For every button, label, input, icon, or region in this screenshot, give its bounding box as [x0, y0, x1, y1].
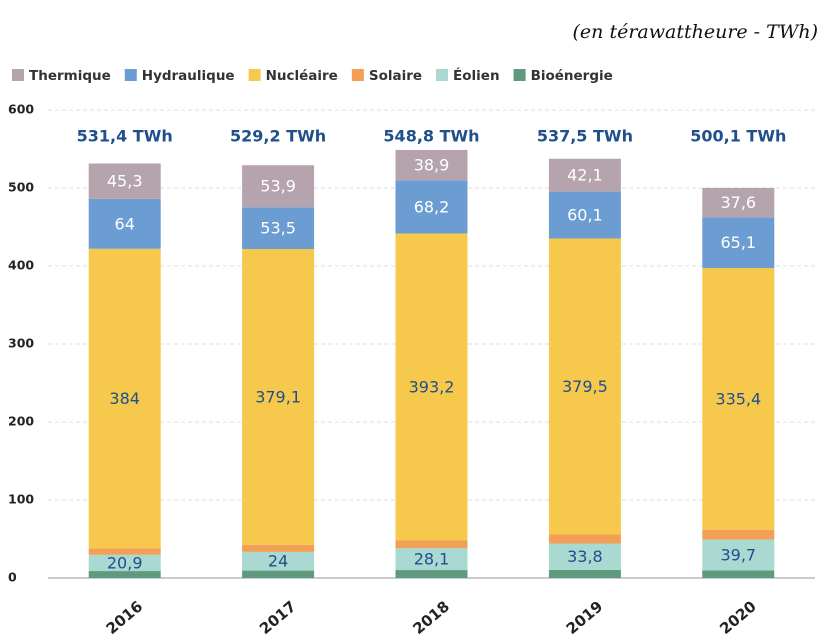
- legend-label: Solaire: [369, 68, 422, 84]
- data-label: 37,6: [720, 193, 756, 212]
- bar-segment: [702, 570, 775, 578]
- legend-swatch: [248, 69, 261, 81]
- x-tick-label: 2016: [103, 597, 147, 638]
- bar-segment: [242, 248, 315, 545]
- bar-segment: [88, 198, 161, 249]
- data-label: 384: [109, 389, 140, 408]
- data-label: 53,9: [260, 177, 296, 196]
- total-label: 500,1 TWh: [690, 127, 786, 146]
- data-label: 64: [115, 214, 135, 233]
- data-label: 45,3: [107, 172, 143, 191]
- bar-segment: [242, 207, 315, 249]
- y-tick-label: 300: [8, 336, 34, 351]
- y-tick-label: 600: [8, 102, 34, 117]
- total-label: 548,8 TWh: [383, 127, 479, 146]
- data-label: 24: [268, 552, 288, 571]
- total-label: 531,4 TWh: [77, 127, 173, 146]
- data-label: 379,5: [562, 377, 608, 396]
- bar-segment: [395, 540, 468, 549]
- chart-subtitle: (en térawattheure - TWh): [573, 21, 818, 43]
- data-label: 60,1: [567, 206, 603, 225]
- legend-label: Thermique: [29, 68, 111, 84]
- bar-segment: [548, 534, 621, 544]
- legend-swatch: [436, 69, 449, 81]
- bar-segment: [242, 544, 315, 552]
- data-label: 393,2: [409, 377, 455, 396]
- legend-swatch: [351, 69, 364, 81]
- data-label: 38,9: [414, 156, 450, 175]
- bar-segment: [395, 149, 468, 181]
- legend-label: Nucléaire: [266, 68, 338, 84]
- bar-segment: [702, 268, 775, 530]
- y-tick-label: 400: [8, 258, 34, 273]
- data-label: 20,9: [107, 553, 143, 572]
- data-label: 28,1: [414, 550, 450, 569]
- bar-segment: [88, 163, 161, 199]
- legend-label: Hydraulique: [142, 68, 235, 84]
- bar-segment: [242, 570, 315, 578]
- x-tick-label: 2018: [409, 597, 453, 638]
- legend-swatch: [124, 69, 137, 81]
- bar-segment: [702, 217, 775, 269]
- data-label: 39,7: [720, 545, 756, 564]
- bar-segment: [395, 548, 468, 571]
- bar-segment: [395, 180, 468, 234]
- bar-segment: [88, 554, 161, 572]
- data-label: 68,2: [414, 197, 450, 216]
- data-label: 335,4: [715, 389, 761, 408]
- bar-segment: [548, 191, 621, 239]
- bar-segment: [88, 548, 161, 555]
- y-tick-label: 100: [8, 492, 34, 507]
- bar-segment: [242, 165, 315, 208]
- bar-segment: [88, 248, 161, 549]
- bar-segment: [242, 551, 315, 571]
- legend-label: Bioénergie: [531, 68, 613, 84]
- data-label: 379,1: [255, 387, 301, 406]
- data-label: 42,1: [567, 166, 603, 185]
- x-tick-label: 2020: [716, 597, 760, 638]
- legend-swatch: [513, 69, 526, 81]
- y-tick-label: 500: [8, 180, 34, 195]
- bar-segment: [548, 543, 621, 570]
- bar-segment: [702, 187, 775, 218]
- total-label: 529,2 TWh: [230, 127, 326, 146]
- data-label: 33,8: [567, 547, 603, 566]
- legend-label: Éolien: [453, 67, 500, 84]
- y-tick-label: 0: [8, 570, 17, 585]
- bar-segment: [548, 569, 621, 578]
- bar-segment: [88, 571, 161, 578]
- bar-segment: [702, 529, 775, 540]
- data-label: 65,1: [720, 233, 756, 252]
- x-tick-label: 2017: [256, 597, 300, 638]
- bar-segment: [702, 539, 775, 571]
- bar-segment: [395, 233, 468, 541]
- x-tick-label: 2019: [563, 597, 607, 638]
- legend-swatch: [12, 69, 24, 81]
- bar-segment: [395, 570, 468, 578]
- total-label: 537,5 TWh: [537, 127, 633, 146]
- data-label: 53,5: [260, 219, 296, 238]
- bar-segment: [548, 238, 621, 535]
- y-tick-label: 200: [8, 414, 34, 429]
- bar-segment: [548, 158, 621, 192]
